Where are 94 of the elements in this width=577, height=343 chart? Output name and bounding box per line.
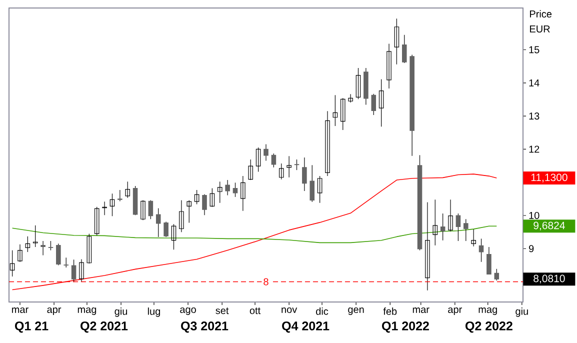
candlestick (302, 157, 307, 192)
x-tick-label: mar (412, 308, 430, 313)
candlestick (32, 225, 38, 248)
text: Q2 2022 (465, 322, 512, 333)
candlestick (40, 240, 46, 256)
annotation: 8,0810 (534, 274, 565, 284)
candlestick (202, 194, 207, 216)
candlestick (456, 213, 461, 242)
candlestick (278, 163, 284, 180)
candlestick (240, 176, 246, 212)
candlestick (25, 236, 30, 252)
y-tick-label: 13 (529, 112, 540, 120)
text: 9,6824 (534, 222, 565, 230)
candlestick (118, 190, 122, 202)
candlestick (125, 181, 130, 198)
candlestick (325, 110, 330, 176)
candlestick (286, 156, 292, 178)
x-tick-label: apr (47, 308, 62, 315)
candlestick (256, 147, 261, 172)
candlestick (140, 200, 146, 220)
candlestick (186, 200, 192, 224)
candlestick (402, 34, 407, 64)
line-series (12, 226, 498, 244)
text: 11,1300 (531, 174, 568, 182)
candlestick (86, 233, 92, 264)
candlestick (394, 18, 400, 65)
x-tick-label: mag (478, 308, 497, 315)
candlestick (156, 208, 161, 238)
y-tick-label: 9 (528, 245, 534, 252)
candlestick (425, 202, 430, 291)
candlestick (478, 238, 484, 262)
text: Q1 21 (15, 322, 48, 333)
x-tick-label: gen (348, 308, 364, 315)
text: Q1 2022 (382, 322, 429, 333)
candlestick (148, 200, 154, 220)
candlestick (432, 199, 438, 246)
text: Q4 2021 (282, 322, 330, 333)
candlestick (194, 190, 200, 205)
candlestick (94, 206, 100, 236)
x-tick-label: nov (282, 308, 298, 313)
x-tick-label: ott (250, 308, 261, 314)
x-tick-label: apr (448, 308, 462, 315)
candlestick (225, 180, 230, 196)
candlestick (340, 98, 346, 130)
candlestick (440, 213, 446, 241)
candlestick (310, 164, 315, 202)
x-tick-label: dic (316, 308, 328, 315)
candlestick (248, 159, 254, 180)
candlestick (10, 250, 15, 277)
candlestick (217, 181, 222, 204)
candlestick (486, 246, 492, 275)
y-tick-label: 10 (529, 212, 540, 220)
candlestick (171, 224, 176, 250)
candlestick (232, 182, 238, 198)
candlestick (48, 240, 54, 251)
candlestick (64, 257, 68, 268)
candlestick (348, 94, 353, 103)
y-axis-title: Price EUR (530, 10, 552, 33)
x-tick-label: set (216, 308, 229, 314)
candlestick (56, 243, 61, 266)
candlestick (102, 201, 107, 216)
candlestick (294, 159, 300, 170)
candlestick (356, 68, 361, 100)
candlestick (317, 176, 322, 204)
x-tick-label: mar (12, 308, 28, 313)
ref-line-label: 8 (264, 278, 268, 286)
candlestick (371, 94, 376, 116)
candlestick (271, 153, 276, 168)
candlestick (386, 43, 392, 89)
y-tick-label: 14 (529, 79, 540, 86)
text: Q2 2021 (80, 322, 128, 333)
candlestick (210, 188, 215, 208)
candlestick (71, 259, 76, 282)
candlestick (378, 78, 384, 127)
candlestick (179, 200, 184, 232)
x-tick-label: giu (114, 308, 128, 317)
x-tick-label: mag (78, 308, 96, 315)
candlestick (79, 258, 84, 282)
candlestick (164, 221, 168, 238)
text: Q3 2021 (181, 322, 228, 333)
candlestick (494, 268, 500, 281)
candlestick (471, 229, 476, 247)
y-tick-label: 15 (529, 46, 540, 54)
x-tick-label: giu (516, 308, 528, 317)
candlestick (18, 244, 22, 262)
candlestick (110, 193, 115, 216)
x-tick-label: lug (148, 308, 160, 317)
candlestick (464, 218, 468, 242)
candlestick (264, 144, 268, 162)
x-tick-label: ago (180, 308, 196, 315)
x-tick-label: feb (383, 308, 397, 315)
y-tick-label: 12 (529, 146, 540, 153)
candlestick (448, 199, 453, 232)
candlestick (332, 94, 338, 126)
